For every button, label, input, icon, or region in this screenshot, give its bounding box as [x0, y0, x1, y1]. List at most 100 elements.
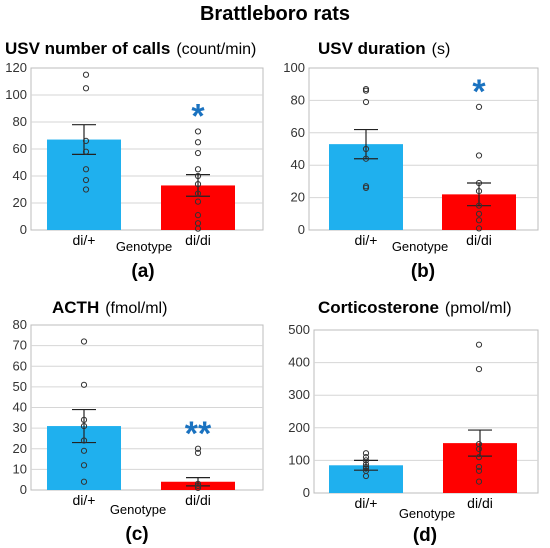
data-point [194, 149, 202, 157]
y-tick-label: 40 [291, 157, 305, 172]
panel-d-letter: (d) [413, 525, 437, 546]
x-tick-label: di/+ [73, 232, 96, 248]
significance-marker: ** [185, 415, 212, 453]
data-point [80, 437, 88, 444]
y-tick-label: 60 [13, 358, 27, 373]
panel-c-plot: 0 10 20 30 40 50 60 70 80 ** di/+ di/di [13, 317, 264, 508]
data-point [475, 225, 483, 232]
data-point [82, 176, 90, 184]
panel-d-unit: (pmol/ml) [445, 300, 512, 317]
y-tick-label: 100 [288, 452, 310, 467]
data-point [82, 85, 90, 92]
panel-b-letter: (b) [411, 261, 435, 282]
x-tick-label: di/+ [355, 495, 378, 511]
y-tick-label: 20 [291, 190, 305, 205]
data-point [194, 139, 202, 146]
data-point [475, 188, 483, 195]
y-tick-label: 0 [20, 222, 27, 237]
x-tick-label: di/di [185, 492, 211, 508]
panel-a-xlabel: Genotype [116, 239, 172, 254]
data-point [475, 478, 483, 485]
panel-b-heading: USV duration (s) [318, 39, 450, 58]
panel-a: USV number of calls (count/min) 0 20 40 60 80… [5, 39, 264, 282]
data-point [362, 145, 370, 153]
y-tick-label: 100 [5, 87, 27, 102]
panel-d-xlabel: Genotype [399, 506, 455, 521]
y-tick-label: 400 [288, 355, 310, 370]
y-tick-label: 0 [298, 222, 305, 237]
significance-marker: * [472, 73, 486, 111]
y-tick-label: 200 [288, 420, 310, 435]
data-point [82, 137, 90, 144]
data-point [475, 341, 483, 348]
data-point [475, 366, 483, 373]
data-point [80, 422, 88, 430]
data-point [475, 103, 483, 110]
data-point [194, 212, 202, 219]
data-point [475, 152, 483, 159]
panel-a-title: USV number of calls [5, 39, 170, 58]
y-tick-label: 70 [13, 338, 27, 353]
data-point [362, 454, 370, 461]
panel-c-letter: (c) [125, 524, 148, 545]
y-tick-label: 0 [20, 482, 27, 497]
data-point [362, 183, 370, 190]
y-tick-label: 60 [13, 141, 27, 156]
data-point [194, 166, 202, 173]
panel-b-plot: 0 20 40 60 80 100 * di/+ di/di [283, 60, 539, 248]
y-tick-label: 80 [13, 114, 27, 129]
data-point [80, 462, 88, 469]
significance-marker: * [191, 97, 205, 135]
data-point [475, 454, 483, 461]
data-point [362, 85, 370, 93]
y-tick-label: 30 [13, 420, 27, 435]
figure-title: Brattleboro rats [200, 3, 350, 25]
data-point [475, 441, 483, 448]
y-tick-label: 20 [13, 441, 27, 456]
y-tick-label: 50 [13, 379, 27, 394]
panel-d-heading: Corticosterone (pmol/ml) [318, 298, 512, 317]
panel-d-plot: 0 100 200 300 400 500 di/+ di/di [288, 322, 539, 511]
data-point [475, 463, 483, 471]
data-point [362, 467, 370, 474]
data-point [194, 128, 202, 135]
y-tick-label: 300 [288, 387, 310, 402]
data-point [475, 179, 483, 187]
data-point [82, 71, 90, 78]
data-point [194, 190, 202, 197]
data-point [80, 338, 88, 345]
panel-d: Corticosterone (pmol/ml) 0 100 200 300 400 500… [288, 298, 539, 546]
data-point [475, 202, 483, 209]
y-tick-label: 10 [13, 461, 27, 476]
data-point [475, 217, 483, 224]
data-point [194, 449, 202, 456]
data-point [362, 461, 370, 468]
y-tick-label: 80 [13, 317, 27, 332]
y-tick-label: 40 [13, 168, 27, 183]
data-point [362, 98, 370, 106]
panel-c-unit: (fmol/ml) [105, 300, 167, 317]
x-tick-label: di/di [185, 232, 211, 248]
y-tick-label: 20 [13, 195, 27, 210]
panel-b-title: USV duration [318, 39, 426, 58]
panel-a-plot: 0 20 40 60 80 100 120 * di/+ di/di [5, 60, 264, 248]
data-point [362, 450, 370, 457]
data-point [194, 482, 202, 489]
panel-a-letter: (a) [131, 261, 154, 282]
panel-b-unit: (s) [432, 41, 451, 58]
data-point [362, 155, 370, 162]
x-tick-label: di/+ [73, 492, 96, 508]
data-point [194, 484, 202, 492]
panel-c-xlabel: Genotype [110, 502, 166, 517]
data-point [194, 220, 202, 227]
panel-c-title: ACTH [52, 298, 99, 317]
y-tick-label: 40 [13, 400, 27, 415]
panel-a-unit: (count/min) [176, 41, 256, 58]
data-point [80, 478, 88, 485]
y-tick-label: 0 [303, 485, 310, 500]
data-point [194, 445, 202, 452]
data-point [82, 166, 90, 173]
data-point [80, 416, 88, 423]
panel-b: USV duration (s) 0 20 40 60 80 100 * di/+ di/di G… [283, 39, 539, 282]
y-tick-label: 60 [291, 125, 305, 140]
